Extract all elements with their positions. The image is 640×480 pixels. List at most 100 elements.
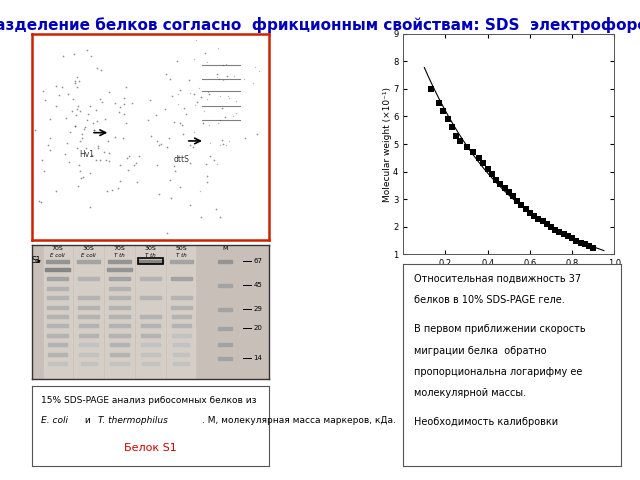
Point <box>575 239 586 246</box>
Point <box>214 213 225 221</box>
Point <box>189 56 199 63</box>
Point <box>103 137 113 144</box>
Bar <box>108 260 131 263</box>
Point <box>85 203 95 211</box>
Point <box>77 134 87 142</box>
Point <box>170 168 180 175</box>
Bar <box>141 353 159 356</box>
Bar <box>47 315 68 318</box>
Bar <box>47 306 68 309</box>
Bar <box>140 277 161 280</box>
Text: T th: T th <box>176 253 187 258</box>
Point <box>38 167 49 175</box>
Bar <box>140 296 161 299</box>
Point <box>91 107 101 114</box>
Point <box>202 172 212 180</box>
Point <box>468 148 478 156</box>
Point <box>96 67 106 74</box>
Bar <box>172 324 191 327</box>
Bar <box>49 343 67 346</box>
Text: T. thermophilus: T. thermophilus <box>99 416 168 425</box>
Text: 15% SDS-PAGE анализ рибосомных белков из: 15% SDS-PAGE анализ рибосомных белков из <box>42 396 260 405</box>
Point <box>224 94 234 101</box>
Point <box>95 156 105 164</box>
Point <box>156 141 166 148</box>
Point <box>76 174 86 181</box>
Point <box>61 114 72 121</box>
Point <box>196 93 206 101</box>
Bar <box>172 315 191 318</box>
Point <box>152 161 162 168</box>
Point <box>205 139 216 146</box>
Point <box>115 103 125 111</box>
Point <box>36 198 47 206</box>
Point <box>175 119 185 127</box>
Bar <box>171 277 192 280</box>
Point <box>250 63 260 71</box>
Point <box>520 205 531 213</box>
Point <box>184 76 195 84</box>
Text: dttS: dttS <box>173 155 189 164</box>
Point <box>188 144 198 151</box>
Point <box>175 183 186 191</box>
Point <box>87 151 97 159</box>
Point <box>189 91 199 98</box>
Point <box>201 160 211 168</box>
Bar <box>79 324 98 327</box>
Point <box>442 115 452 123</box>
Point <box>179 104 189 112</box>
Point <box>115 161 125 168</box>
Point <box>101 156 111 164</box>
Point <box>95 95 105 103</box>
Bar <box>107 268 132 271</box>
Point <box>110 133 120 141</box>
Point <box>512 197 522 204</box>
Point <box>73 182 83 190</box>
Point <box>131 160 141 168</box>
Text: E coli: E coli <box>51 253 65 258</box>
Point <box>567 235 577 242</box>
Text: 70S: 70S <box>52 246 63 251</box>
Bar <box>141 324 159 327</box>
Point <box>165 176 175 184</box>
Point <box>461 143 472 151</box>
Point <box>92 64 102 72</box>
Text: 20: 20 <box>253 325 262 331</box>
Bar <box>167 245 195 379</box>
Point <box>100 115 110 122</box>
Bar <box>218 308 232 311</box>
Point <box>79 125 89 132</box>
Point <box>221 60 231 68</box>
Point <box>97 98 107 106</box>
Point <box>434 99 444 107</box>
Bar <box>47 296 68 299</box>
Bar <box>49 362 67 365</box>
Text: 45: 45 <box>253 282 262 288</box>
Point <box>77 131 87 138</box>
Bar <box>110 343 129 346</box>
Bar <box>47 324 68 327</box>
Point <box>202 58 212 66</box>
Text: Необходимость калибровки: Необходимость калибровки <box>414 417 558 427</box>
Point <box>204 152 214 160</box>
Point <box>57 83 67 91</box>
Point <box>177 121 188 129</box>
Point <box>45 134 55 142</box>
Point <box>209 156 220 164</box>
Point <box>51 102 61 110</box>
Point <box>222 72 232 80</box>
Point <box>88 126 99 133</box>
Point <box>195 84 205 92</box>
Bar <box>47 287 68 290</box>
Point <box>124 152 134 160</box>
Bar <box>170 260 193 263</box>
Point <box>516 201 527 209</box>
Bar <box>173 362 189 365</box>
Point <box>145 96 156 104</box>
Point <box>223 92 233 100</box>
Point <box>81 46 92 54</box>
Bar <box>79 353 98 356</box>
Bar <box>172 334 191 337</box>
Point <box>504 189 514 196</box>
Point <box>72 106 83 113</box>
